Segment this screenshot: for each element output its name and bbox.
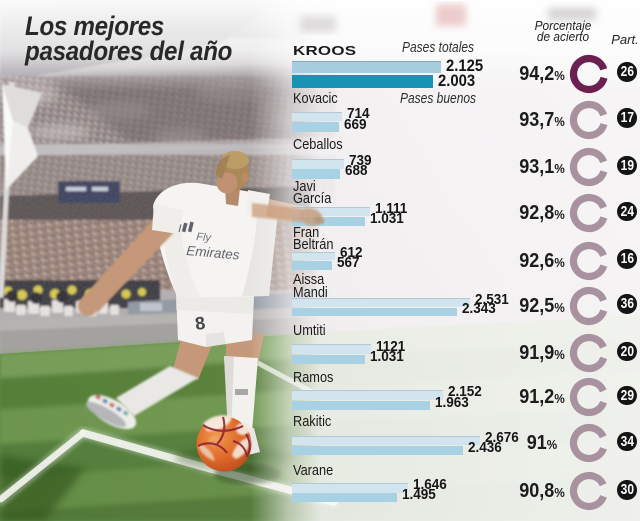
svg-text:8: 8	[194, 313, 207, 334]
svg-text:Fly: Fly	[196, 231, 213, 244]
svg-text:Emirates: Emirates	[186, 243, 241, 263]
